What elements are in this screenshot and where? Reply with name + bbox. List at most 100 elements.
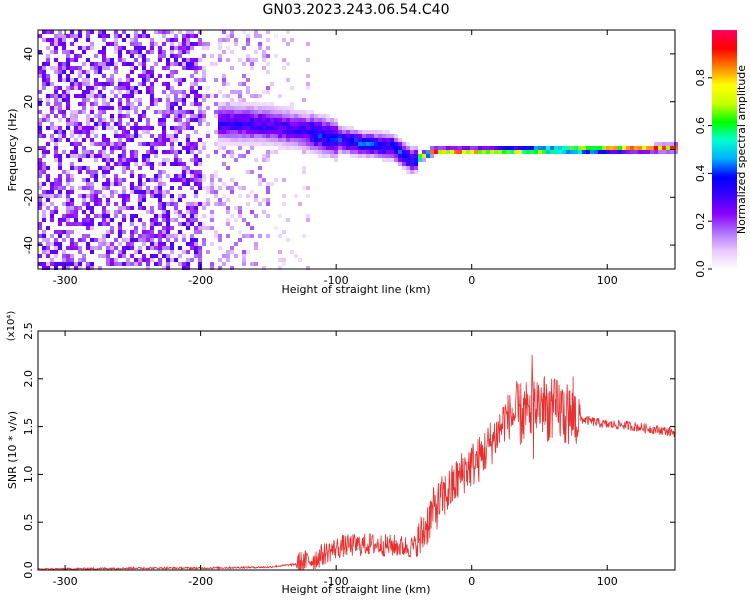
heatmap-cell	[150, 254, 154, 258]
heatmap-cell	[166, 106, 170, 110]
heatmap-cell	[66, 102, 70, 106]
heatmap-cell	[246, 102, 250, 106]
heatmap-cell	[82, 126, 86, 130]
heatmap-cell	[190, 82, 194, 86]
heatmap-cell	[42, 194, 46, 198]
heatmap-cell	[610, 150, 614, 154]
heatmap-cell	[82, 138, 86, 142]
heatmap-cell	[402, 146, 406, 150]
heatmap-cell	[142, 74, 146, 78]
heatmap-cell	[158, 142, 162, 146]
heatmap-cell	[206, 46, 210, 50]
heatmap-cell	[598, 150, 602, 154]
heatmap-cell	[230, 186, 234, 190]
heatmap-cell	[258, 118, 262, 122]
heatmap-cell	[242, 186, 246, 190]
heatmap-cell	[266, 118, 270, 122]
heatmap-cell	[70, 110, 74, 114]
heatmap-cell	[50, 126, 54, 130]
heatmap-cell	[306, 118, 310, 122]
heatmap-cell	[170, 126, 174, 130]
heatmap-cell	[278, 266, 282, 270]
heatmap-cell	[466, 146, 470, 150]
heatmap-cell	[374, 134, 378, 138]
heatmap-cell	[362, 146, 366, 150]
heatmap-cell	[94, 174, 98, 178]
heatmap-cell	[46, 62, 50, 66]
heatmap-cell	[46, 246, 50, 250]
heatmap-cell	[342, 146, 346, 150]
heatmap-cell	[334, 154, 338, 158]
heatmap-cell	[86, 246, 90, 250]
heatmap-cell	[358, 134, 362, 138]
heatmap-cell	[170, 146, 174, 150]
heatmap-cell	[130, 170, 134, 174]
heatmap-cell	[190, 206, 194, 210]
heatmap-cell	[322, 154, 326, 158]
heatmap-cell	[146, 262, 150, 266]
heatmap-cell	[142, 242, 146, 246]
heatmap-cell	[530, 150, 534, 154]
heatmap-cell	[130, 242, 134, 246]
heatmap-cell	[182, 50, 186, 54]
heatmap-cell	[98, 30, 102, 34]
heatmap-cell	[110, 118, 114, 122]
heatmap-cell	[242, 114, 246, 118]
heatmap-cell	[186, 46, 190, 50]
heatmap-cell	[150, 194, 154, 198]
heatmap-cell	[122, 58, 126, 62]
heatmap-cell	[430, 146, 434, 150]
heatmap-cell	[186, 266, 190, 270]
heatmap-cell	[286, 110, 290, 114]
heatmap-cell	[454, 146, 458, 150]
heatmap-cell	[102, 210, 106, 214]
heatmap-cell	[246, 234, 250, 238]
heatmap-cell	[198, 258, 202, 262]
heatmap-cell	[262, 114, 266, 118]
heatmap-cell	[134, 126, 138, 130]
heatmap-cell	[186, 38, 190, 42]
heatmap-cell	[246, 170, 250, 174]
heatmap-cell	[42, 218, 46, 222]
heatmap-cell	[262, 130, 266, 134]
heatmap-cell	[138, 182, 142, 186]
heatmap-cell	[230, 150, 234, 154]
heatmap-cell	[110, 190, 114, 194]
heatmap-cell	[182, 214, 186, 218]
heatmap-cell	[102, 82, 106, 86]
heatmap-cell	[118, 182, 122, 186]
heatmap-cell	[386, 150, 390, 154]
heatmap-cell	[210, 94, 214, 98]
heatmap-cell	[254, 130, 258, 134]
heatmap-cell	[70, 58, 74, 62]
heatmap-cell	[266, 190, 270, 194]
heatmap-cell	[90, 194, 94, 198]
heatmap-cell	[46, 58, 50, 62]
heatmap-cell	[334, 126, 338, 130]
y-tick-label: 1.0	[22, 466, 35, 484]
heatmap-cell	[314, 114, 318, 118]
heatmap-cell	[66, 86, 70, 90]
heatmap-cell	[118, 254, 122, 258]
heatmap-cell	[102, 86, 106, 90]
heatmap-cell	[70, 130, 74, 134]
heatmap-cell	[326, 126, 330, 130]
heatmap-cell	[294, 138, 298, 142]
heatmap-cell	[118, 106, 122, 110]
heatmap-cell	[334, 134, 338, 138]
heatmap-cell	[182, 78, 186, 82]
heatmap-cell	[238, 214, 242, 218]
heatmap-cell	[246, 222, 250, 226]
heatmap-cell	[170, 106, 174, 110]
heatmap-cell	[82, 50, 86, 54]
heatmap-cell	[102, 158, 106, 162]
heatmap-cell	[178, 158, 182, 162]
heatmap-cell	[262, 210, 266, 214]
heatmap-cell	[78, 258, 82, 262]
heatmap-cell	[58, 230, 62, 234]
heatmap-cell	[162, 30, 166, 34]
heatmap-cell	[282, 134, 286, 138]
heatmap-cell	[310, 130, 314, 134]
heatmap-cell	[386, 130, 390, 134]
heatmap-cell	[78, 154, 82, 158]
